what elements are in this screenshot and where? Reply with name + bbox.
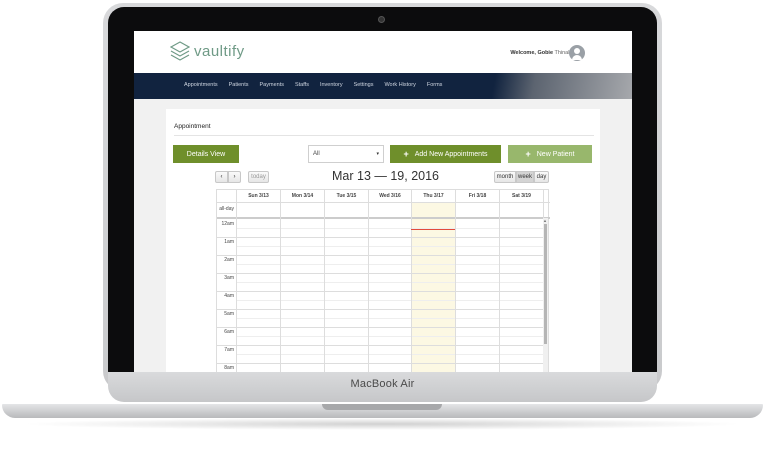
column-header: Wed 3/16	[368, 190, 411, 202]
grid-line	[217, 273, 543, 274]
grid-line	[280, 190, 281, 372]
grid-line	[217, 237, 543, 238]
time-label: 1am	[224, 239, 234, 245]
laptop-notch	[322, 404, 442, 410]
grid-line	[217, 363, 543, 364]
grid-line	[236, 246, 543, 247]
grid-line	[217, 217, 550, 219]
add-appointment-button[interactable]: + Add New Appointments	[390, 145, 501, 163]
chevron-left-icon: ‹	[220, 174, 223, 180]
app-header: vaultify Welcome, Gobie Thinakaran	[134, 31, 632, 73]
grid-line	[236, 318, 543, 319]
grid-line	[236, 228, 543, 229]
nav-item-patients[interactable]: Patients	[228, 82, 249, 88]
filter-selected-value: All	[313, 151, 320, 157]
grid-line	[217, 327, 543, 328]
grid-line	[368, 190, 369, 372]
time-label: 6am	[224, 329, 234, 335]
new-patient-label: New Patient	[536, 150, 575, 158]
grid-line	[455, 190, 456, 372]
new-patient-button[interactable]: + New Patient	[508, 145, 592, 163]
current-time-indicator	[411, 229, 455, 230]
week-view-button[interactable]: week	[516, 171, 534, 183]
plus-icon: +	[403, 149, 409, 159]
grid-line	[217, 202, 550, 203]
grid-line	[411, 190, 412, 372]
nav-item-inventory[interactable]: Inventory	[319, 82, 343, 88]
nav-item-work-history[interactable]: Work History	[384, 82, 416, 88]
add-appointment-label: Add New Appointments	[414, 150, 488, 158]
nav-item-payments[interactable]: Payments	[259, 82, 284, 88]
nav-item-appointments[interactable]: Appointments	[184, 82, 218, 88]
day-view-button[interactable]: day	[534, 171, 549, 183]
laptop-base	[2, 404, 763, 418]
page-title: Appointment	[174, 123, 211, 130]
week-calendar: Sun 3/13 Mon 3/14 Tue 3/15 Wed 3/16 Thu …	[216, 189, 550, 372]
grid-line	[217, 309, 543, 310]
grid-line	[499, 190, 500, 372]
plus-icon: +	[525, 149, 531, 159]
prev-week-button[interactable]: ‹	[215, 171, 228, 183]
laptop-shadow	[20, 418, 745, 430]
time-label: 8am	[224, 365, 234, 371]
grid-line	[217, 255, 543, 256]
calendar-title: Mar 13 — 19, 2016	[332, 169, 440, 183]
title-divider	[174, 135, 594, 136]
time-label: 12am	[221, 221, 234, 227]
details-view-button[interactable]: Details View	[173, 145, 239, 163]
time-label: 4am	[224, 293, 234, 299]
time-label: 7am	[224, 347, 234, 353]
caret-down-icon: ▾	[376, 151, 379, 157]
column-header: Thu 3/17	[411, 190, 455, 202]
nav-items: Appointments Patients Payments Staffs In…	[184, 82, 453, 88]
appointment-filter-select[interactable]: All ▾	[308, 145, 384, 163]
month-view-button[interactable]: month	[494, 171, 516, 183]
scrollbar-thumb[interactable]	[544, 224, 547, 344]
grid-line	[236, 264, 543, 265]
today-column-highlight	[411, 202, 455, 372]
column-header: Fri 3/18	[455, 190, 499, 202]
grid-line	[217, 345, 543, 346]
laptop-chin	[108, 372, 657, 402]
welcome-message: Welcome, Gobie Thinakaran	[510, 50, 582, 56]
logo-icon	[170, 41, 190, 61]
grid-line	[217, 291, 543, 292]
time-label: 2am	[224, 257, 234, 263]
next-week-button[interactable]: ›	[228, 171, 241, 183]
time-label: 5am	[224, 311, 234, 317]
column-header: Sun 3/13	[236, 190, 280, 202]
column-header: Tue 3/15	[324, 190, 368, 202]
grid-line	[236, 354, 543, 355]
user-last-name: Thinakaran	[554, 50, 582, 56]
user-first-name: Gobie	[537, 50, 554, 56]
all-day-label: all-day	[219, 206, 234, 212]
nav-item-staffs[interactable]: Staffs	[294, 82, 309, 88]
grid-line	[236, 190, 237, 372]
screen: vaultify Welcome, Gobie Thinakaran Appoi…	[134, 31, 632, 372]
grid-line	[324, 190, 325, 372]
nav-item-forms[interactable]: Forms	[426, 82, 443, 88]
time-label: 3am	[224, 275, 234, 281]
chevron-right-icon: ›	[233, 174, 236, 180]
welcome-prefix: Welcome,	[510, 50, 536, 56]
grid-line	[236, 336, 543, 337]
today-button[interactable]: today	[248, 171, 269, 183]
main-content: Appointment Details View All ▾ + Add New…	[166, 109, 600, 372]
column-header: Sat 3/19	[499, 190, 543, 202]
column-header: Mon 3/14	[280, 190, 324, 202]
grid-line	[236, 300, 543, 301]
device-label: MacBook Air	[350, 378, 415, 390]
logo-text: vaultify	[194, 43, 245, 60]
nav-item-settings[interactable]: Settings	[353, 82, 374, 88]
main-navbar: Appointments Patients Payments Staffs In…	[134, 73, 632, 99]
grid-line	[236, 282, 543, 283]
camera-icon	[378, 16, 385, 23]
scroll-up-icon[interactable]: ▲	[543, 218, 547, 223]
avatar[interactable]	[569, 45, 585, 61]
